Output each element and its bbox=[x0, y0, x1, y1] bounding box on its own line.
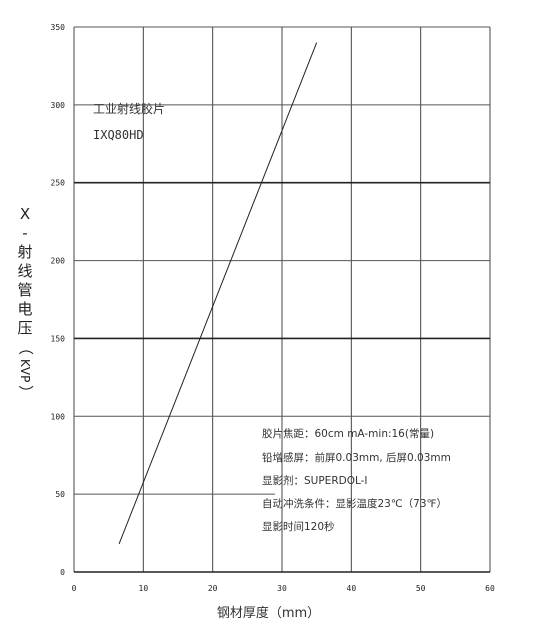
y-axis-label-part: KVP bbox=[18, 359, 32, 383]
y-axis-label-part: （ bbox=[16, 339, 35, 355]
y-tick-label: 0 bbox=[60, 568, 65, 577]
y-tick-label: 250 bbox=[51, 179, 66, 188]
grid bbox=[73, 26, 491, 573]
annotation-line: 显影剂：SUPERDOL-I bbox=[262, 475, 368, 487]
x-tick-labels: 0 10 20 30 40 50 60 bbox=[72, 584, 495, 593]
annotation-line: 胶片焦距：60cm mA-min:16(常量) bbox=[262, 428, 435, 440]
y-tick-label: 200 bbox=[51, 257, 66, 266]
x-tick-label: 40 bbox=[347, 584, 357, 593]
y-axis-label-part: - bbox=[22, 224, 28, 242]
y-tick-label: 150 bbox=[51, 334, 66, 343]
series-lines bbox=[118, 42, 318, 545]
y-tick-label: 50 bbox=[55, 490, 65, 499]
y-tick-labels: 0 50 100 150 200 250 300 350 bbox=[51, 23, 66, 577]
annotation-line: 显影时间120秒 bbox=[262, 521, 335, 533]
x-axis-label: 钢材厚度（mm） bbox=[216, 606, 321, 621]
product-name: 工业射线胶片 bbox=[93, 102, 166, 116]
y-axis-label-part: 线 bbox=[17, 262, 33, 280]
y-tick-label: 300 bbox=[51, 101, 66, 110]
y-axis-label-part: 压 bbox=[17, 319, 33, 337]
x-tick-label: 50 bbox=[416, 584, 426, 593]
y-axis-label-part: 射 bbox=[17, 243, 33, 261]
x-tick-label: 20 bbox=[208, 584, 218, 593]
y-tick-label: 100 bbox=[51, 412, 66, 421]
x-tick-label: 60 bbox=[485, 584, 495, 593]
y-axis-label-part: ） bbox=[16, 384, 35, 400]
x-tick-label: 30 bbox=[277, 584, 287, 593]
y-axis-label: X - 射 线 管 电 压 （ KVP ） bbox=[14, 205, 36, 402]
annotation-line: 铅增感屏：前屏0.03mm, 后屏0.03mm bbox=[262, 452, 451, 464]
y-axis-label-part: X bbox=[19, 205, 31, 223]
product-code: IXQ80HD bbox=[93, 128, 144, 142]
annotation-line: 自动冲洗条件：显影温度23℃（73℉） bbox=[262, 498, 448, 510]
x-tick-label: 10 bbox=[139, 584, 149, 593]
y-axis-label-part: 管 bbox=[17, 281, 33, 299]
x-tick-label: 0 bbox=[72, 584, 77, 593]
series-line bbox=[118, 42, 318, 545]
y-tick-label: 350 bbox=[51, 23, 66, 32]
y-axis-label-part: 电 bbox=[17, 300, 33, 318]
